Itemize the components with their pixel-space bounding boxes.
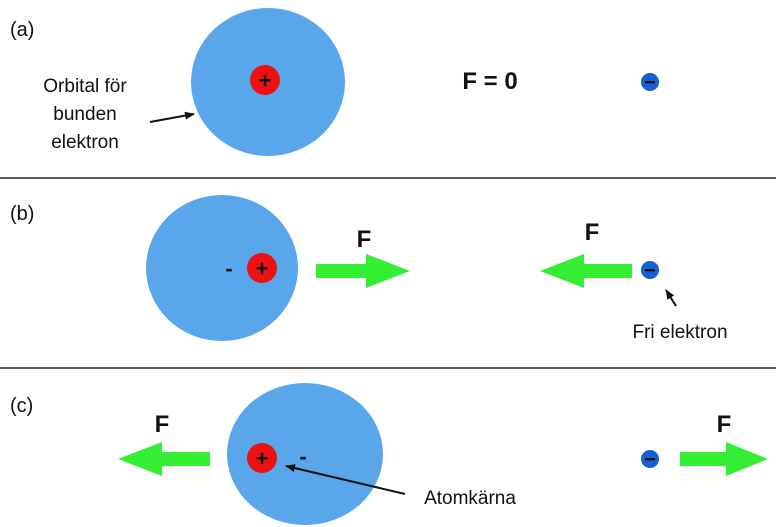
force-label-atom: F	[357, 226, 372, 253]
force-label-electron: F	[717, 411, 732, 438]
nucleus	[247, 443, 277, 473]
polarized-orbital	[227, 383, 383, 525]
force-label-electron: F	[585, 219, 600, 246]
nucleus-pointer-arrow	[285, 464, 406, 495]
nucleus	[250, 65, 280, 95]
polarized-orbital	[146, 195, 298, 341]
panel-b: (b) + - F F Fri elektron	[10, 195, 728, 343]
electron-minus-sign	[645, 458, 655, 461]
orbital-pointer-arrow	[149, 111, 195, 123]
nucleus-plus-sign: +	[259, 68, 272, 93]
force-arrow-right	[316, 254, 410, 288]
free-electron-pointer-arrow	[665, 289, 677, 307]
force-label-atom: F	[155, 411, 170, 438]
nucleus	[247, 253, 277, 283]
force-arrow-left	[540, 254, 632, 288]
force-zero-label: F = 0	[462, 68, 517, 95]
electron-minus-sign	[645, 269, 655, 272]
free-electron-caption: Fri elektron	[632, 322, 727, 343]
panel-c: (c) + - F F Atomkärna	[10, 383, 768, 525]
nucleus-caption: Atomkärna	[424, 488, 516, 509]
orbital-caption-line-3: elektron	[51, 132, 119, 153]
panel-a-label: (a)	[10, 19, 34, 41]
panel-b-label: (b)	[10, 203, 34, 225]
electron-minus-sign	[645, 81, 655, 84]
panel-a: (a) + Orbital för bunden elektron F = 0	[10, 8, 659, 156]
nucleus-plus-sign: +	[256, 256, 269, 281]
orbital-caption-line-2: bunden	[53, 104, 116, 125]
orbital-caption-line-1: Orbital för	[43, 76, 127, 97]
panel-c-label: (c)	[10, 395, 33, 417]
force-arrow-left	[118, 442, 210, 476]
induced-charge-minus: -	[299, 444, 306, 469]
nucleus-plus-sign: +	[256, 446, 269, 471]
induced-charge-minus: -	[225, 256, 232, 281]
force-arrow-right	[680, 442, 768, 476]
